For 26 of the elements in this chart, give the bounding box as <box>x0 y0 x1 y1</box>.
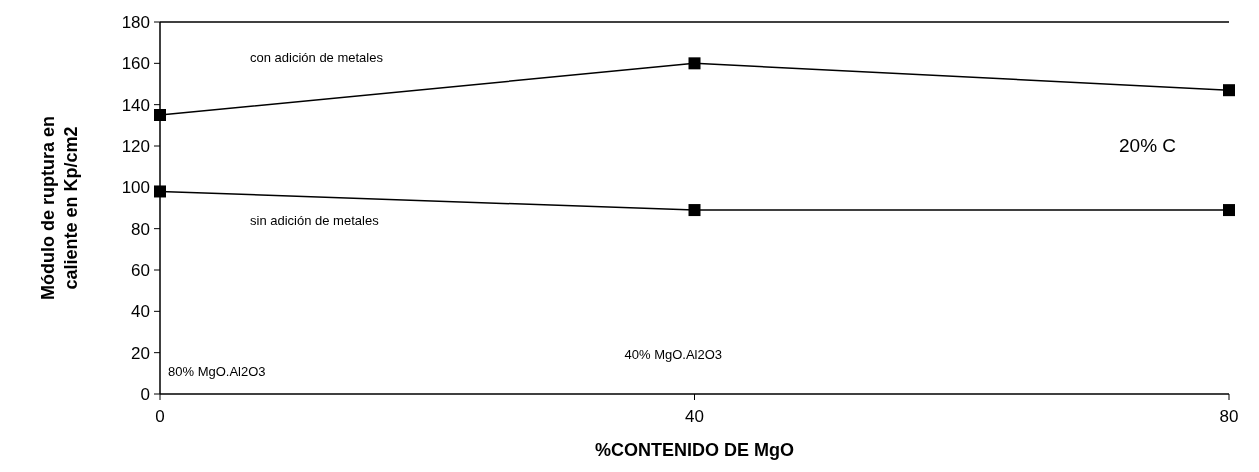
y-tick-label: 120 <box>121 136 150 156</box>
point <box>154 109 166 121</box>
point <box>688 204 701 217</box>
x-axis-title: %CONTENIDO DE MgO <box>594 440 795 460</box>
annotation: 80% MgO.Al2O3 <box>168 364 266 379</box>
y-axis-title: Módulo de ruptura en caliente en Kp/cm2 <box>38 116 81 300</box>
x-tick-label: 40 <box>685 407 704 426</box>
y-tick-label: 180 <box>121 12 150 32</box>
x-tick-label: 80 <box>1219 407 1239 426</box>
y-tick-label: 160 <box>121 54 150 74</box>
y-tick-label: 20 <box>131 343 150 363</box>
series-label: sin adición de metales <box>250 213 380 229</box>
point <box>1223 204 1235 217</box>
y-tick-label: 0 <box>140 384 150 404</box>
annotation: 40% MgO.Al2O3 <box>624 347 723 362</box>
y-tick-label: 40 <box>131 302 150 322</box>
x-tick-label: 0 <box>155 407 165 426</box>
point <box>1223 84 1235 97</box>
y-tick-label: 100 <box>121 178 150 198</box>
y-tick-label: 140 <box>121 95 150 115</box>
text: con adición de metales <box>250 50 384 65</box>
point <box>154 185 166 198</box>
point <box>688 57 701 70</box>
y-tick-label: 60 <box>131 260 150 280</box>
y-tick-label: 80 <box>131 219 150 239</box>
annotation: 20% C <box>1119 135 1177 156</box>
